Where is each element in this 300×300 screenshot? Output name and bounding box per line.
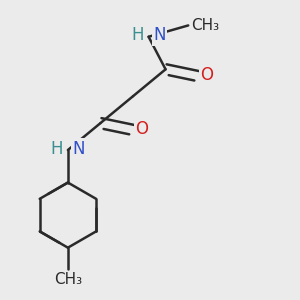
Text: O: O: [200, 66, 213, 84]
Text: H: H: [131, 26, 143, 44]
Text: CH₃: CH₃: [191, 18, 219, 33]
Text: CH₃: CH₃: [54, 272, 82, 287]
Text: O: O: [135, 120, 148, 138]
Text: N: N: [154, 26, 166, 44]
Text: N: N: [72, 140, 85, 158]
Text: H: H: [50, 140, 63, 158]
